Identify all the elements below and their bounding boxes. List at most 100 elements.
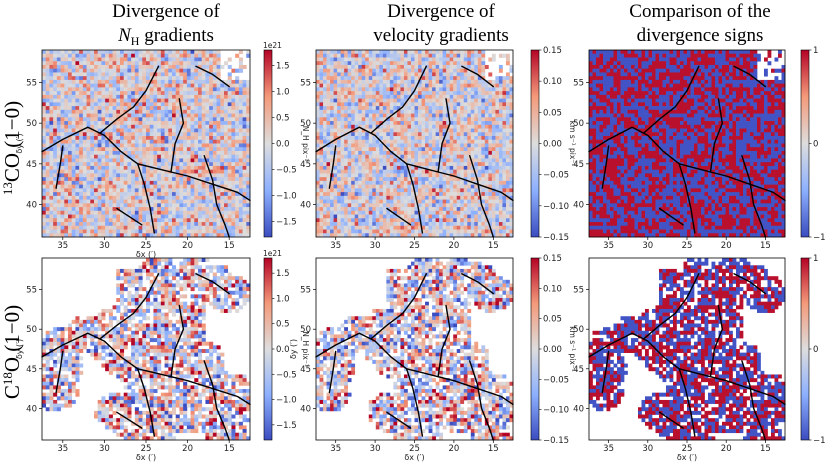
heatmap-cell	[375, 154, 380, 159]
heatmap-cell	[456, 50, 461, 55]
heatmap-cell	[333, 106, 338, 111]
heatmap-cell	[365, 72, 370, 77]
heatmap-cell	[82, 132, 87, 137]
heatmap-cell	[64, 79, 69, 85]
heatmap-cell	[175, 106, 180, 111]
heatmap-cell	[216, 218, 221, 223]
heatmap-cell	[379, 136, 384, 141]
heatmap-cell	[90, 222, 95, 227]
filament-line	[55, 145, 64, 189]
heatmap-cell	[224, 102, 229, 107]
heatmap-cell	[235, 109, 240, 114]
heatmap-cell	[227, 98, 232, 103]
heatmap-cell	[123, 50, 128, 55]
heatmap-cell	[157, 195, 162, 200]
heatmap-cell	[375, 53, 380, 58]
heatmap-cell	[60, 229, 65, 234]
heatmap-cell	[474, 98, 479, 103]
heatmap-cell	[242, 124, 247, 129]
heatmap-cell	[456, 61, 461, 66]
heatmap-cell	[60, 150, 65, 156]
heatmap-cell	[453, 124, 458, 129]
heatmap-cell	[209, 83, 214, 88]
heatmap-cell	[94, 229, 99, 234]
heatmap-cell	[351, 132, 356, 137]
heatmap-cell	[425, 87, 429, 92]
heatmap-cell	[164, 195, 169, 200]
heatmap-cell	[79, 57, 84, 62]
heatmap-cell	[227, 83, 232, 88]
heatmap-cell	[131, 162, 136, 167]
heatmap-cell	[56, 79, 61, 85]
heatmap-cell	[123, 132, 128, 137]
heatmap-cell	[467, 139, 472, 144]
heatmap-cell	[238, 184, 243, 189]
heatmap-cell	[347, 136, 352, 141]
heatmap-cell	[224, 128, 229, 133]
heatmap-cell	[175, 225, 180, 230]
heatmap-cell	[45, 177, 50, 182]
heatmap-cell	[344, 188, 349, 193]
heatmap-cell	[97, 57, 102, 62]
heatmap-cell	[333, 184, 338, 189]
heatmap-cell	[421, 94, 426, 99]
heatmap-cell	[220, 139, 225, 144]
heatmap-cell	[453, 68, 458, 73]
heatmap-cell	[470, 124, 475, 129]
heatmap-cell	[224, 94, 229, 99]
heatmap-cell	[60, 50, 65, 55]
colorbar-tick-label: 0.0	[276, 140, 290, 150]
heatmap-cell	[238, 109, 243, 114]
heatmap-cell	[428, 158, 433, 163]
heatmap-cell	[179, 203, 184, 208]
heatmap-cell	[53, 87, 58, 92]
heatmap-cell	[407, 150, 412, 156]
heatmap-cell	[238, 218, 243, 223]
heatmap-cell	[153, 57, 158, 62]
heatmap-cell	[183, 207, 188, 212]
heatmap-cell	[467, 76, 472, 81]
heatmap-cell	[198, 177, 203, 182]
heatmap-cell	[382, 121, 387, 126]
heatmap-cell	[164, 113, 169, 118]
heatmap-cell	[442, 158, 447, 163]
heatmap-cell	[97, 222, 102, 227]
heatmap-cell	[160, 91, 165, 96]
heatmap-cell	[425, 136, 429, 141]
heatmap-cell	[463, 94, 468, 99]
heatmap-cell	[216, 136, 221, 141]
heatmap-cell	[379, 169, 384, 174]
heatmap-cell	[425, 147, 429, 152]
heatmap-cell	[123, 98, 128, 103]
heatmap-cell	[453, 121, 458, 126]
heatmap-cell	[105, 64, 110, 70]
heatmap-cell	[105, 173, 110, 178]
heatmap-cell	[470, 173, 475, 178]
heatmap-cell	[456, 139, 461, 144]
filament-line	[170, 98, 185, 173]
heatmap-cell	[435, 106, 440, 111]
heatmap-cell	[231, 150, 236, 156]
heatmap-cell	[105, 61, 110, 66]
heatmap-cell	[505, 128, 510, 133]
heatmap-cell	[205, 128, 210, 133]
heatmap-cell	[231, 154, 236, 159]
heatmap-cell	[393, 184, 398, 189]
heatmap-cell	[358, 109, 363, 114]
heatmap-cell	[449, 50, 454, 55]
heatmap-cell	[463, 154, 468, 159]
heatmap-cell	[231, 106, 236, 111]
heatmap-cell	[216, 98, 221, 103]
heatmap-cell	[68, 87, 73, 92]
heatmap-cell	[108, 53, 113, 58]
heatmap-cell	[428, 106, 433, 111]
heatmap-cell	[442, 72, 447, 77]
heatmap-cell	[235, 83, 240, 88]
heatmap-cell	[198, 162, 203, 167]
heatmap-cell	[432, 87, 436, 92]
heatmap-cell	[372, 117, 377, 122]
heatmap-cell	[372, 124, 377, 129]
heatmap-cell	[439, 98, 443, 103]
heatmap-cell	[242, 79, 247, 85]
heatmap-cell	[153, 64, 158, 70]
